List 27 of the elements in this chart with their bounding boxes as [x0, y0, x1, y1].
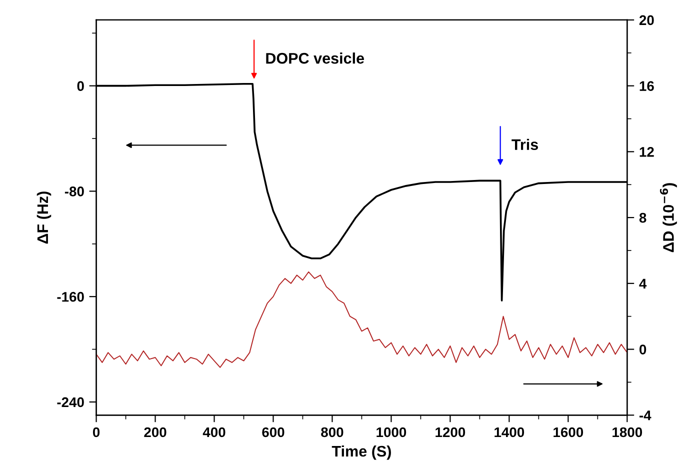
- x-tick-label: 800: [321, 427, 344, 438]
- x-tick-label: 1400: [494, 427, 524, 438]
- y2-axis-title: ΔD (10$^{−6}$): [660, 183, 677, 252]
- annotation: Tris: [512, 138, 538, 150]
- x-tick-label: 200: [144, 427, 166, 438]
- x-tick-label: 1800: [612, 427, 642, 438]
- x-tick-label: 0: [92, 427, 100, 438]
- x-tick-label: 1200: [436, 427, 466, 438]
- y-tick-label: -240: [57, 397, 84, 408]
- y2-tick-label: 20: [639, 15, 654, 26]
- y-tick-label: 0: [77, 81, 84, 91]
- y2-tick-label: 12: [640, 147, 654, 157]
- line-series: [96, 271, 628, 368]
- y2-tick-label: 0: [640, 344, 646, 354]
- annotation: DOPC vesicle: [266, 52, 364, 64]
- x-axis-title: Time (S): [332, 445, 391, 460]
- x-tick-label: 1000: [376, 427, 406, 438]
- y-tick-label: -160: [57, 292, 84, 302]
- y2-tick-label: 4: [639, 278, 647, 288]
- x-tick-label: 600: [262, 427, 284, 438]
- x-tick-label: 1600: [554, 427, 584, 438]
- y-tick-label: -80: [64, 186, 84, 196]
- x-tick-label: 400: [202, 427, 226, 438]
- y2-tick-label: 16: [640, 81, 654, 91]
- y2-tick-label: 8: [639, 212, 646, 223]
- y2-tick-label: -4: [640, 410, 652, 420]
- y-axis-title: ΔF (Hz): [36, 192, 52, 244]
